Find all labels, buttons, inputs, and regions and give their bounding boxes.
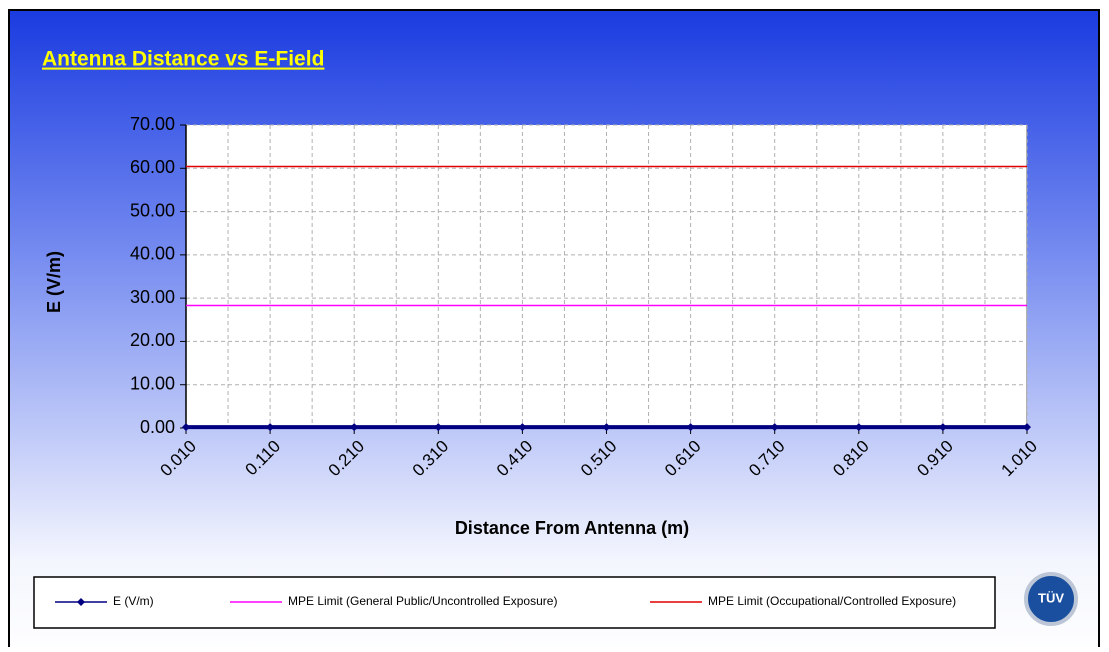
legend-label: MPE Limit (General Public/Uncontrolled E… xyxy=(288,594,557,608)
legend-label: E (V/m) xyxy=(113,594,154,608)
logo-text: TÜV xyxy=(1038,590,1064,605)
y-tick-label: 60.00 xyxy=(130,157,175,177)
y-tick-label: 70.00 xyxy=(130,114,175,134)
series-marker xyxy=(938,423,947,432)
x-axis-title: Distance From Antenna (m) xyxy=(455,518,689,538)
series-marker xyxy=(518,423,527,432)
series-marker xyxy=(434,423,443,432)
legend-marker xyxy=(77,598,85,606)
y-axis-title: E (V/m) xyxy=(44,251,64,313)
series-marker xyxy=(182,423,190,432)
logo-badge xyxy=(1024,572,1078,626)
series-marker xyxy=(1023,423,1031,432)
chart-title: Antenna Distance vs E-Field xyxy=(42,48,324,71)
y-tick-label: 40.00 xyxy=(130,244,175,264)
logo: TÜV xyxy=(1024,572,1078,626)
series-marker xyxy=(350,423,359,432)
y-tick-label: 0.00 xyxy=(140,417,175,437)
y-tick-label: 50.00 xyxy=(130,200,175,220)
y-tick-label: 10.00 xyxy=(130,373,175,393)
series-marker xyxy=(602,423,611,432)
series-marker xyxy=(854,423,863,432)
legend-label: MPE Limit (Occupational/Controlled Expos… xyxy=(708,594,956,608)
y-tick-label: 30.00 xyxy=(130,287,175,307)
series-marker xyxy=(266,423,275,432)
y-tick-label: 20.00 xyxy=(130,330,175,350)
series-marker xyxy=(770,423,779,432)
plot-border xyxy=(1026,125,1027,428)
legend-box xyxy=(33,576,996,629)
series-marker xyxy=(686,423,695,432)
